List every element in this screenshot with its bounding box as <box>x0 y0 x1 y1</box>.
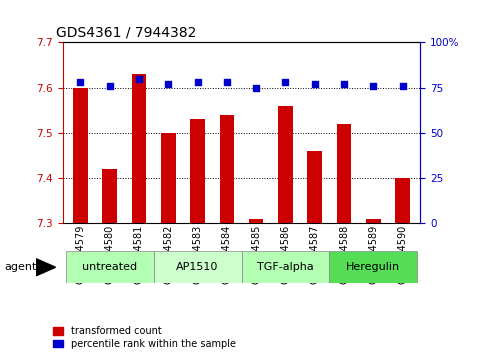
FancyBboxPatch shape <box>242 251 329 283</box>
FancyBboxPatch shape <box>66 251 154 283</box>
Polygon shape <box>36 259 56 276</box>
Text: TGF-alpha: TGF-alpha <box>257 262 314 272</box>
Text: Heregulin: Heregulin <box>346 262 400 272</box>
Point <box>76 79 84 85</box>
Bar <box>132 74 146 223</box>
Point <box>135 76 143 81</box>
Bar <box>249 218 263 223</box>
Bar <box>161 133 176 223</box>
Point <box>252 85 260 91</box>
Text: untreated: untreated <box>82 262 137 272</box>
Legend: transformed count, percentile rank within the sample: transformed count, percentile rank withi… <box>53 326 236 349</box>
Point <box>369 83 377 88</box>
Point <box>194 79 201 85</box>
Bar <box>337 124 351 223</box>
FancyBboxPatch shape <box>329 251 417 283</box>
Text: GDS4361 / 7944382: GDS4361 / 7944382 <box>56 26 196 40</box>
Bar <box>366 218 381 223</box>
Point <box>282 79 289 85</box>
Point <box>164 81 172 87</box>
Point <box>223 79 231 85</box>
Bar <box>220 115 234 223</box>
Bar <box>102 169 117 223</box>
Point <box>311 81 319 87</box>
Bar <box>307 151 322 223</box>
Point <box>399 83 407 88</box>
Text: AP1510: AP1510 <box>176 262 219 272</box>
Point <box>340 81 348 87</box>
Bar <box>73 88 88 223</box>
Text: agent: agent <box>5 262 37 272</box>
FancyBboxPatch shape <box>154 251 242 283</box>
Bar <box>278 106 293 223</box>
Bar <box>395 178 410 223</box>
Bar <box>190 119 205 223</box>
Point <box>106 83 114 88</box>
